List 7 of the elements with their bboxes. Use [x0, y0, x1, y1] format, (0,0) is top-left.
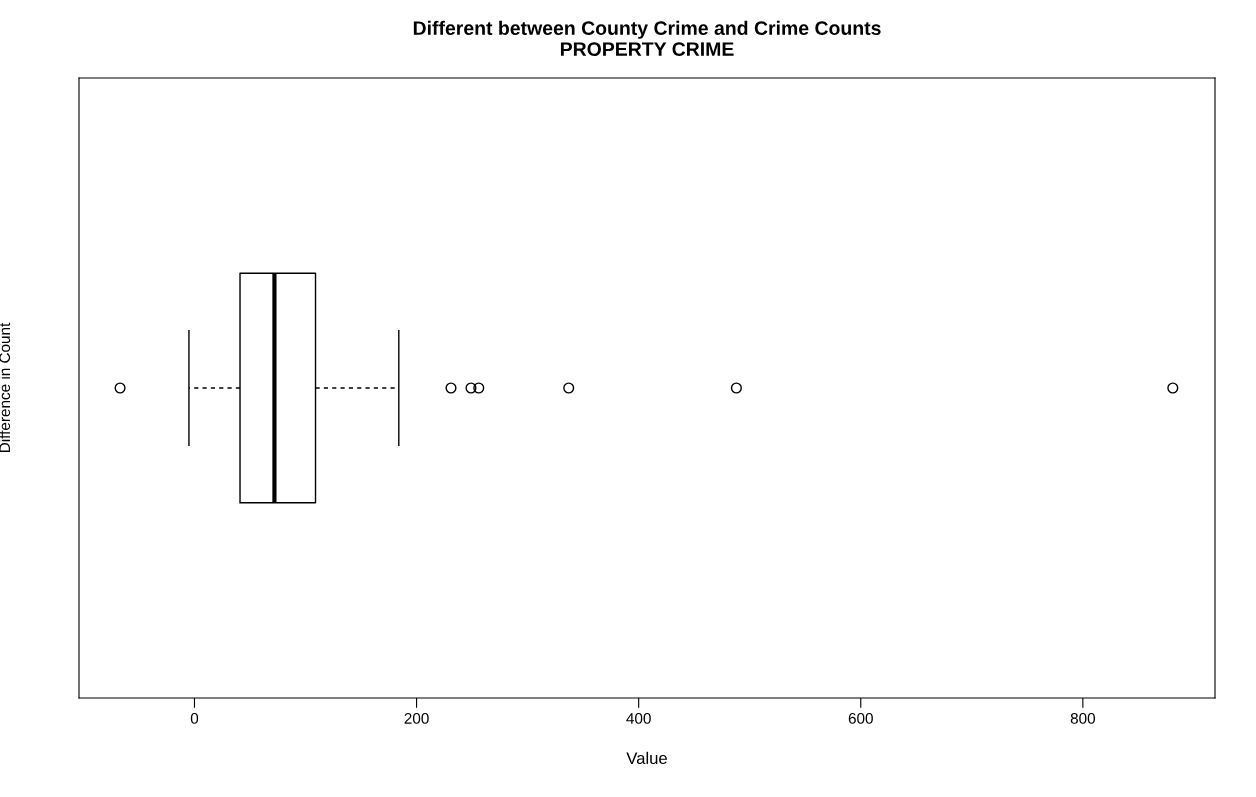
x-tick-label: 200: [404, 712, 429, 724]
x-tick-label: 0: [190, 712, 199, 724]
x-tick-label: 600: [848, 712, 873, 724]
x-axis-title: Value: [626, 751, 667, 765]
x-tick-label: 800: [1070, 712, 1095, 724]
x-tick-label: 400: [626, 712, 651, 724]
chart-title: Different between County Crime and Crime Counts PROPERTY CRIME: [413, 20, 881, 56]
